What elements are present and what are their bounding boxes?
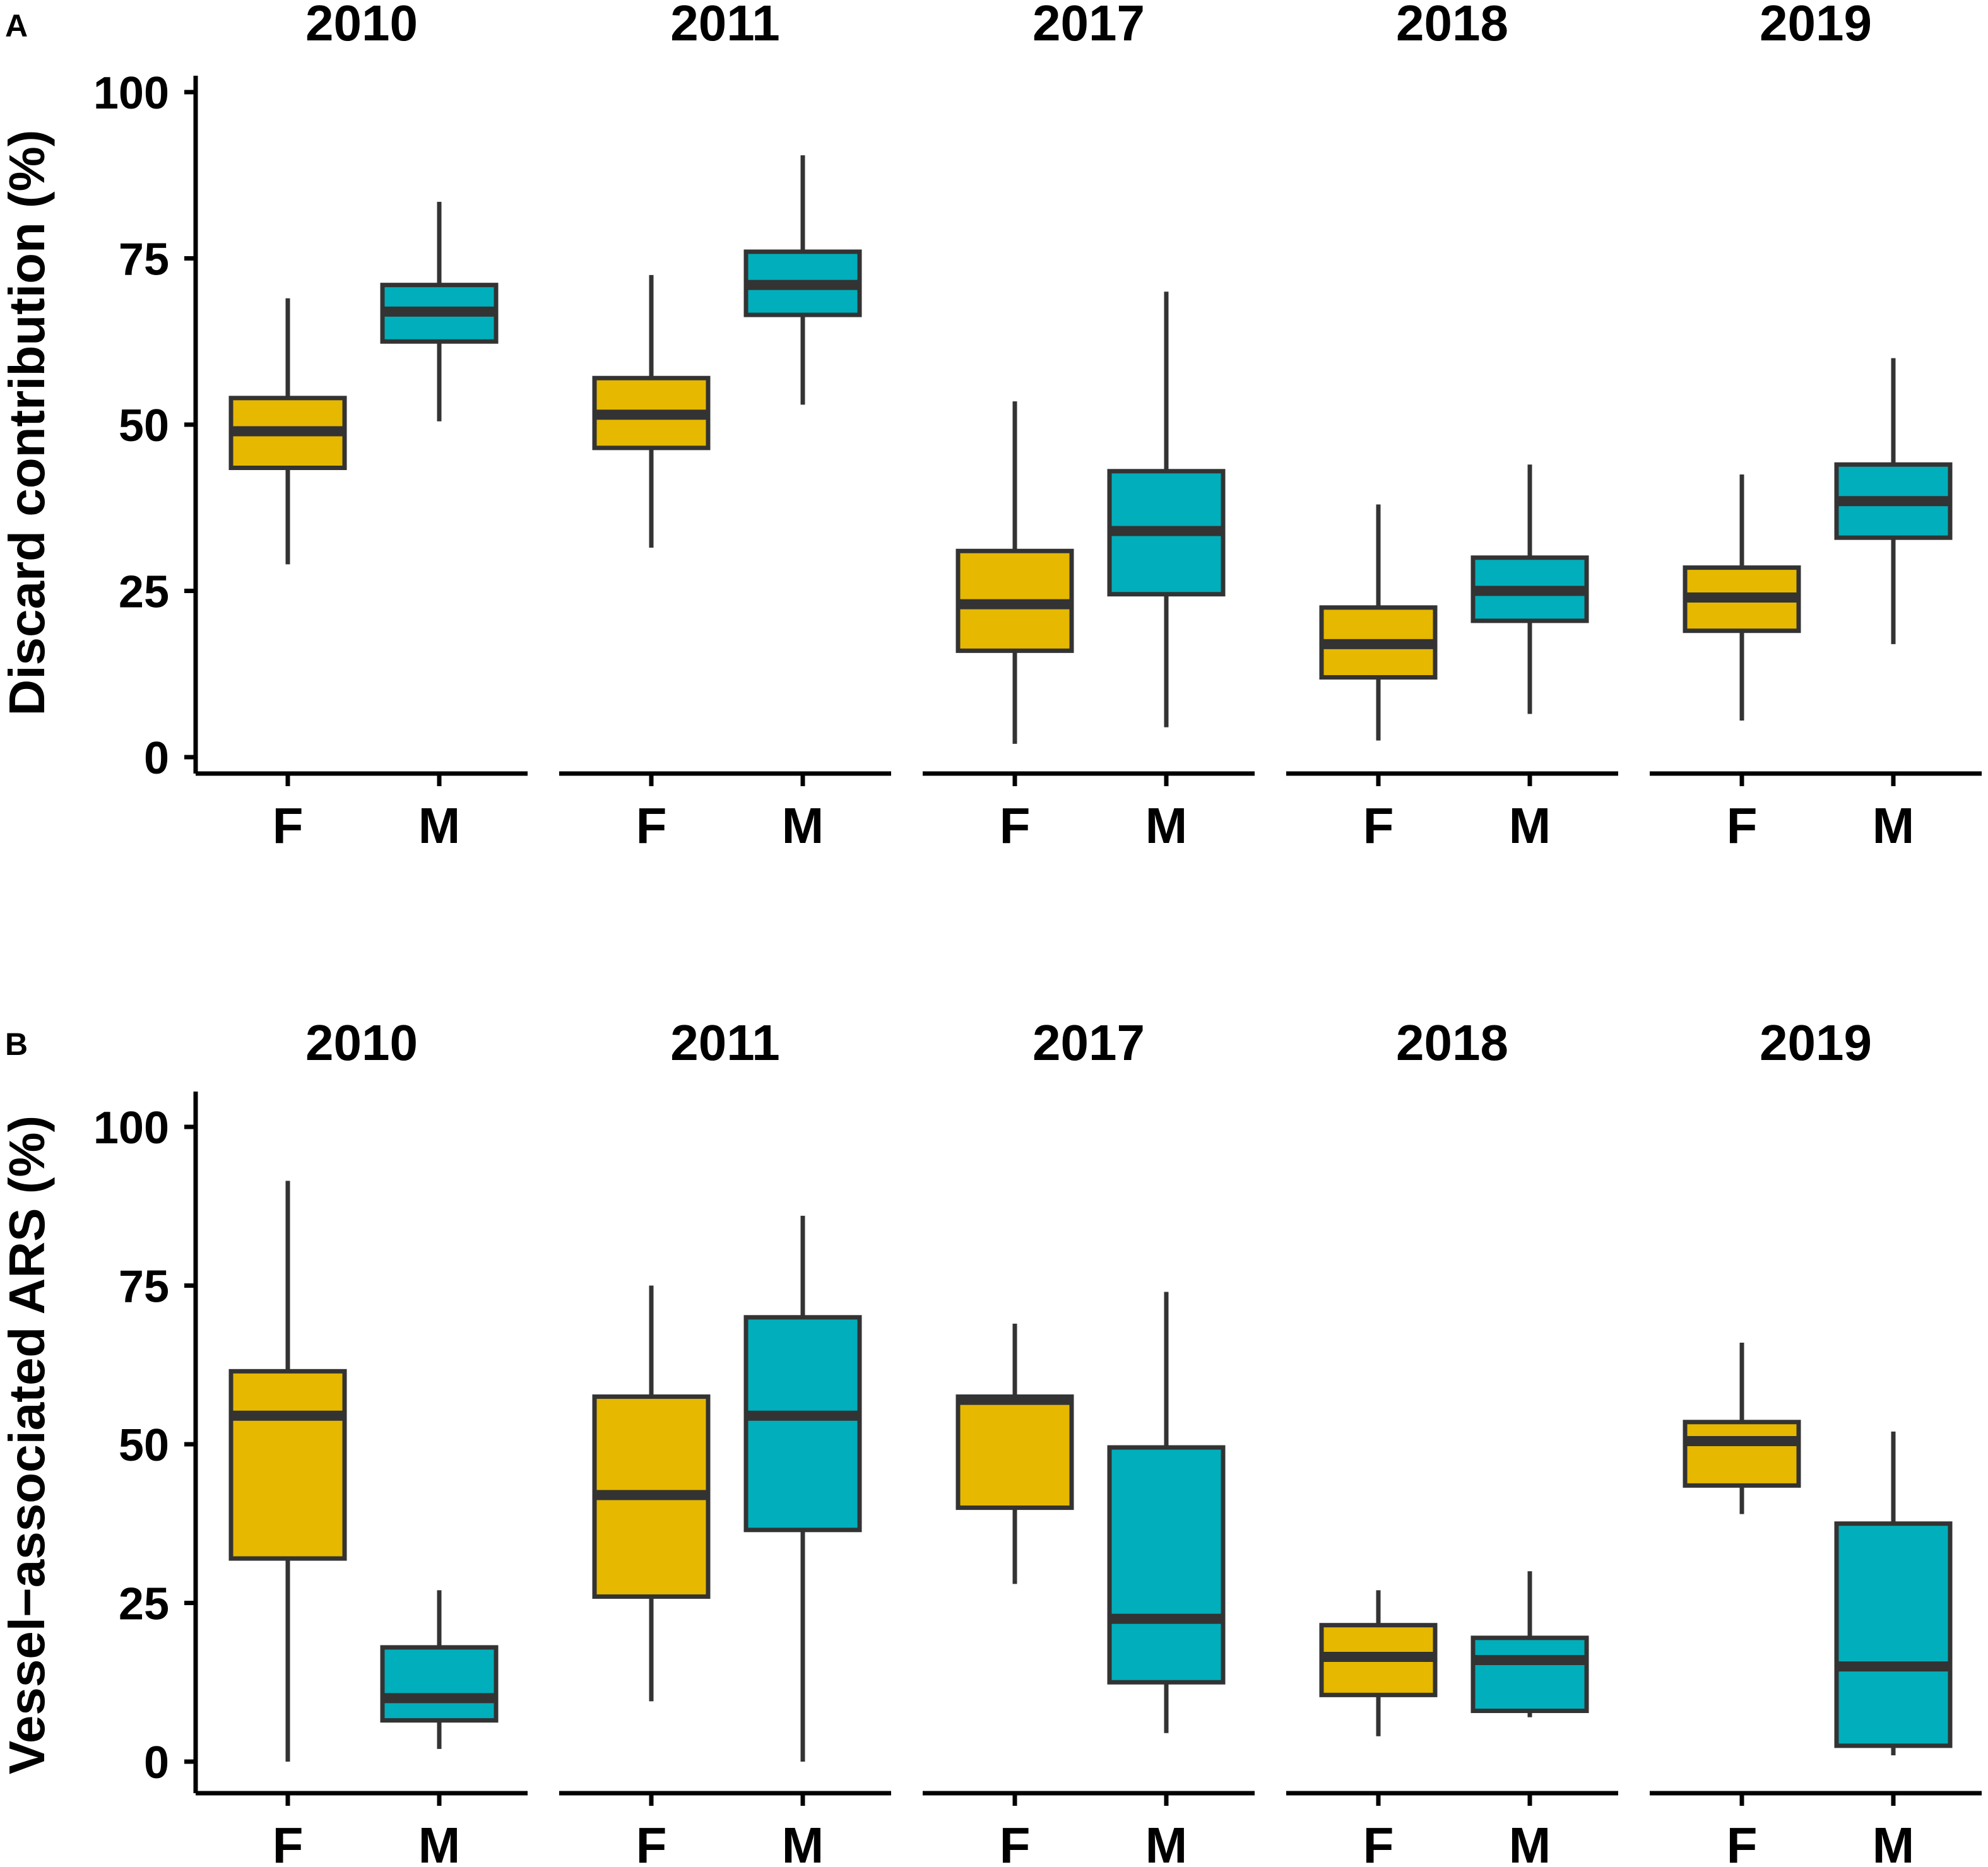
x-tick-label: F <box>1363 798 1394 854</box>
x-tick-label: F <box>1000 1817 1031 1867</box>
boxplot-M <box>1834 1431 1953 1755</box>
y-axis-title: Discard contribution (%) <box>0 130 55 716</box>
facet-title: 2017 <box>1032 0 1145 51</box>
facet-title: 2019 <box>1760 1015 1872 1071</box>
x-tick-label: F <box>273 1817 304 1867</box>
boxplot-F <box>1683 474 1801 721</box>
boxplot-M <box>1107 292 1226 727</box>
y-tick-label: 100 <box>93 68 169 119</box>
facet-title: 2011 <box>670 0 780 51</box>
box <box>1834 1521 1953 1748</box>
y-tick-label: 25 <box>119 1579 169 1630</box>
x-tick-label: F <box>273 798 304 854</box>
facet-2011: 2011 F M <box>559 1015 891 1867</box>
x-tick-label: F <box>1000 798 1031 854</box>
boxplot-M <box>1107 1292 1226 1733</box>
y-tick-label: 100 <box>93 1103 169 1153</box>
box <box>1107 1445 1226 1685</box>
facet-2019: 2019 F M <box>1650 0 1982 854</box>
x-tick-label: M <box>1509 798 1551 854</box>
x-tick-label: F <box>1727 1817 1758 1867</box>
facet-2018: 2018 F M <box>1286 1015 1618 1867</box>
facet-2010: 2010 F M <box>196 1015 528 1867</box>
x-tick-label: M <box>782 1817 824 1867</box>
x-tick-label: M <box>1873 1817 1915 1867</box>
box <box>956 1394 1074 1511</box>
boxplot-F <box>228 298 347 565</box>
facet-2011: 2011 F M <box>559 0 891 854</box>
panel-letter: A <box>5 8 28 44</box>
x-tick-label: M <box>418 1817 461 1867</box>
facet-title: 2019 <box>1760 0 1872 51</box>
y-tick-label: 0 <box>144 733 169 784</box>
boxplot-M <box>1470 464 1589 714</box>
x-tick-label: M <box>1145 798 1188 854</box>
facet-2017: 2017 F M <box>923 1015 1255 1867</box>
boxplot-F <box>956 1323 1074 1584</box>
x-tick-label: F <box>636 1817 667 1867</box>
boxplot-F <box>1319 504 1438 741</box>
panel-letter: B <box>5 1027 28 1062</box>
boxplot-F <box>228 1181 347 1762</box>
box <box>1683 1420 1801 1488</box>
panel-A: A Discard contribution (%) 0 25 50 75 100 2010 F… <box>0 0 1982 854</box>
y-tick-label: 75 <box>119 1262 169 1312</box>
boxplot-M <box>743 1215 862 1762</box>
boxplot-M <box>380 1590 499 1749</box>
boxplot-M <box>1834 358 1953 644</box>
box <box>380 1645 499 1723</box>
facet-title: 2018 <box>1396 0 1508 51</box>
facet-2018: 2018 F M <box>1286 0 1618 854</box>
facet-2019: 2019 F M <box>1650 1015 1982 1867</box>
boxplot-F <box>1319 1590 1438 1736</box>
x-tick-label: M <box>1873 798 1915 854</box>
x-tick-label: F <box>1727 798 1758 854</box>
box <box>1470 1635 1589 1714</box>
box <box>743 1315 862 1533</box>
boxplot-M <box>380 201 499 421</box>
x-tick-label: M <box>1509 1817 1551 1867</box>
y-tick-label: 50 <box>119 401 169 451</box>
boxplot-F <box>956 401 1074 744</box>
facet-2017: 2017 F M <box>923 0 1255 854</box>
boxplot-M <box>1470 1571 1589 1717</box>
y-tick-label: 50 <box>119 1420 169 1471</box>
boxplot-F <box>1683 1343 1801 1514</box>
boxplot-F <box>592 274 711 548</box>
x-tick-label: M <box>782 798 824 854</box>
y-tick-label: 0 <box>144 1738 169 1788</box>
facet-title: 2018 <box>1396 1015 1508 1071</box>
y-axis-title: Vessel−associated ARS (%) <box>0 1116 55 1774</box>
box <box>228 1369 347 1561</box>
facet-title: 2017 <box>1032 1015 1145 1071</box>
facet-title: 2010 <box>305 1015 418 1071</box>
panel-B: B Vessel−associated ARS (%) 0 25 50 75 100 2010… <box>0 1015 1982 1867</box>
y-tick-label: 75 <box>119 235 169 285</box>
x-tick-label: F <box>636 798 667 854</box>
boxplot-M <box>743 155 862 405</box>
y-tick-label: 25 <box>119 567 169 618</box>
x-tick-label: F <box>1363 1817 1394 1867</box>
x-tick-label: M <box>1145 1817 1188 1867</box>
boxplot-F <box>592 1285 711 1702</box>
facet-2010: 2010 F M <box>196 0 528 854</box>
facet-title: 2010 <box>305 0 418 51</box>
x-tick-label: M <box>418 798 461 854</box>
facet-title: 2011 <box>670 1015 780 1071</box>
